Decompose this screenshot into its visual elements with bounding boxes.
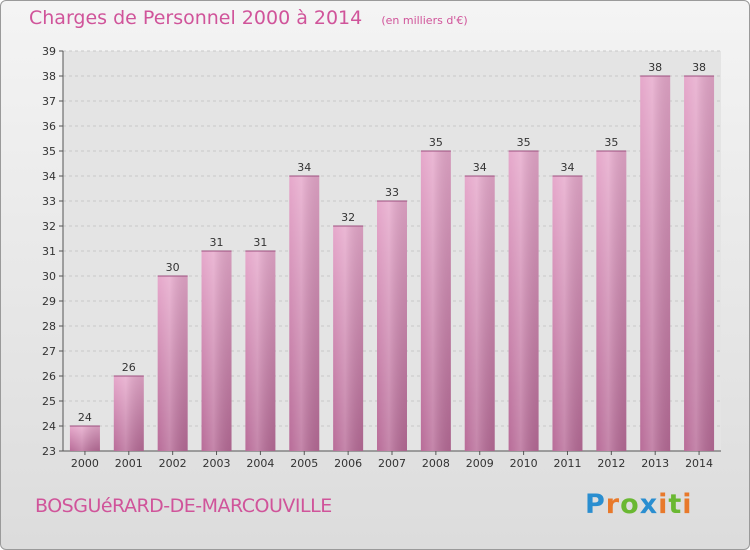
x-tick-label: 2008 [422,457,450,470]
data-label: 38 [648,61,662,74]
data-label: 30 [166,261,180,274]
bar-shine [69,426,100,451]
bar-shine [157,276,188,451]
y-tick-label: 25 [42,395,56,408]
y-tick-label: 32 [42,220,56,233]
y-tick-label: 26 [42,370,56,383]
data-label: 35 [429,136,443,149]
data-label: 38 [692,61,706,74]
data-label: 32 [341,211,355,224]
logo-letter: i [682,489,693,520]
y-tick-label: 28 [42,320,56,333]
y-tick-label: 23 [42,445,56,458]
x-tick-label: 2002 [159,457,187,470]
bar-shine [640,76,671,451]
bar-shine [333,226,364,451]
x-tick-label: 2006 [334,457,362,470]
bar-shine [377,201,407,451]
data-label: 31 [253,236,267,249]
logo-letter: t [668,489,683,520]
bar-shine [201,251,232,451]
bar-shine [113,376,144,451]
data-label: 35 [604,136,618,149]
y-tick-label: 31 [42,245,56,258]
bar-shine [420,151,451,451]
logo-letter: i [658,489,669,520]
data-label: 34 [473,161,487,174]
logo-letter: P [585,489,606,520]
y-tick-label: 34 [42,170,56,183]
y-tick-label: 29 [42,295,56,308]
x-tick-label: 2000 [71,457,99,470]
logo-letter: x [639,489,659,520]
y-tick-label: 30 [42,270,56,283]
chart-subtitle: (en milliers d'€) [381,14,468,27]
y-tick-label: 35 [42,145,56,158]
x-tick-label: 2003 [203,457,231,470]
x-tick-label: 2014 [685,457,713,470]
x-tick-label: 2011 [553,457,581,470]
data-label: 35 [517,136,531,149]
x-tick-label: 2012 [597,457,625,470]
bar-shine [508,151,539,451]
logo-letter: r [605,489,621,520]
title-row: Charges de Personnel 2000 à 2014 (en mil… [29,7,468,29]
y-tick-label: 37 [42,95,56,108]
commune-name: BOSGUéRARD-DE-MARCOUVILLE [35,495,332,517]
x-tick-label: 2013 [641,457,669,470]
data-label: 26 [122,361,136,374]
y-tick-label: 33 [42,195,56,208]
y-tick-label: 38 [42,70,56,83]
bar-shine [552,176,583,451]
data-label: 31 [210,236,224,249]
x-tick-label: 2007 [378,457,406,470]
bar-shine [684,76,715,451]
bar-shine [596,151,627,451]
proxiti-logo: Proxiti [585,489,693,520]
data-label: 33 [385,186,399,199]
logo-letter: o [620,489,640,520]
x-tick-label: 2004 [246,457,274,470]
bar-shine [245,251,276,451]
x-tick-label: 2001 [115,457,143,470]
y-tick-label: 24 [42,420,56,433]
y-tick-label: 27 [42,345,56,358]
y-tick-label: 36 [42,120,56,133]
bar-shine [464,176,495,451]
x-tick-label: 2010 [510,457,538,470]
bar-shine [289,176,320,451]
data-label: 24 [78,411,92,424]
data-label: 34 [297,161,311,174]
chart-title: Charges de Personnel 2000 à 2014 [29,7,363,29]
y-tick-label: 39 [42,45,56,58]
x-tick-label: 2005 [290,457,318,470]
data-label: 34 [560,161,574,174]
x-tick-label: 2009 [466,457,494,470]
